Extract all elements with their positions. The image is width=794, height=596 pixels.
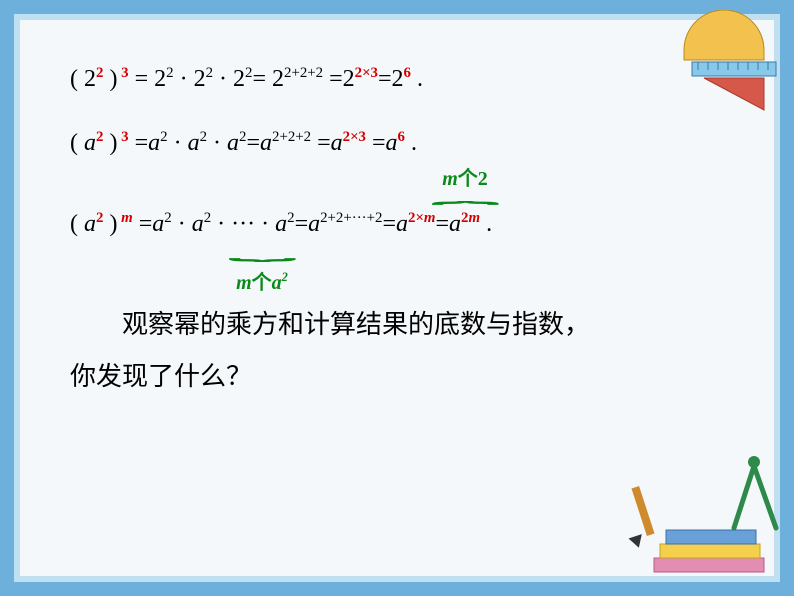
eq1-base: ( 22 ) 3 = 22 · 22 · 22= 22+2+2 =22×3=26… (70, 66, 423, 92)
eq3-base: ( a2 ) m =a2 · a2 · ··· · a2=a2+2+···+2=… (70, 211, 492, 237)
prompt-line-1: 观察幂的乘方和计算结果的底数与指数， (122, 310, 590, 339)
books-compass-decor (614, 446, 794, 596)
equation-1: ( 22 ) 3 = 22 · 22 · 22= 22+2+2 =22×3=26… (70, 60, 724, 98)
equation-3-wrap: m个2 ⏞ ( a2 ) m =a2 · a2 · ··· · a2=a2+2+… (70, 205, 724, 243)
eq2-base: ( a2 ) 3 =a2 · a2 · a2=a2+2+2 =a2×3 =a6 … (70, 130, 417, 156)
prompt-text: 观察幂的乘方和计算结果的底数与指数， 你发现了什么？ (70, 299, 724, 403)
brace-bottom: ⏟ m个a2 (162, 235, 362, 299)
equation-2: ( a2 ) 3 =a2 · a2 · a2=a2+2+2 =a2×3 =a6 … (70, 124, 724, 162)
main-content: ( 22 ) 3 = 22 · 22 · 22= 22+2+2 =22×3=26… (70, 60, 724, 403)
prompt-line-2: 你发现了什么？ (70, 351, 252, 403)
